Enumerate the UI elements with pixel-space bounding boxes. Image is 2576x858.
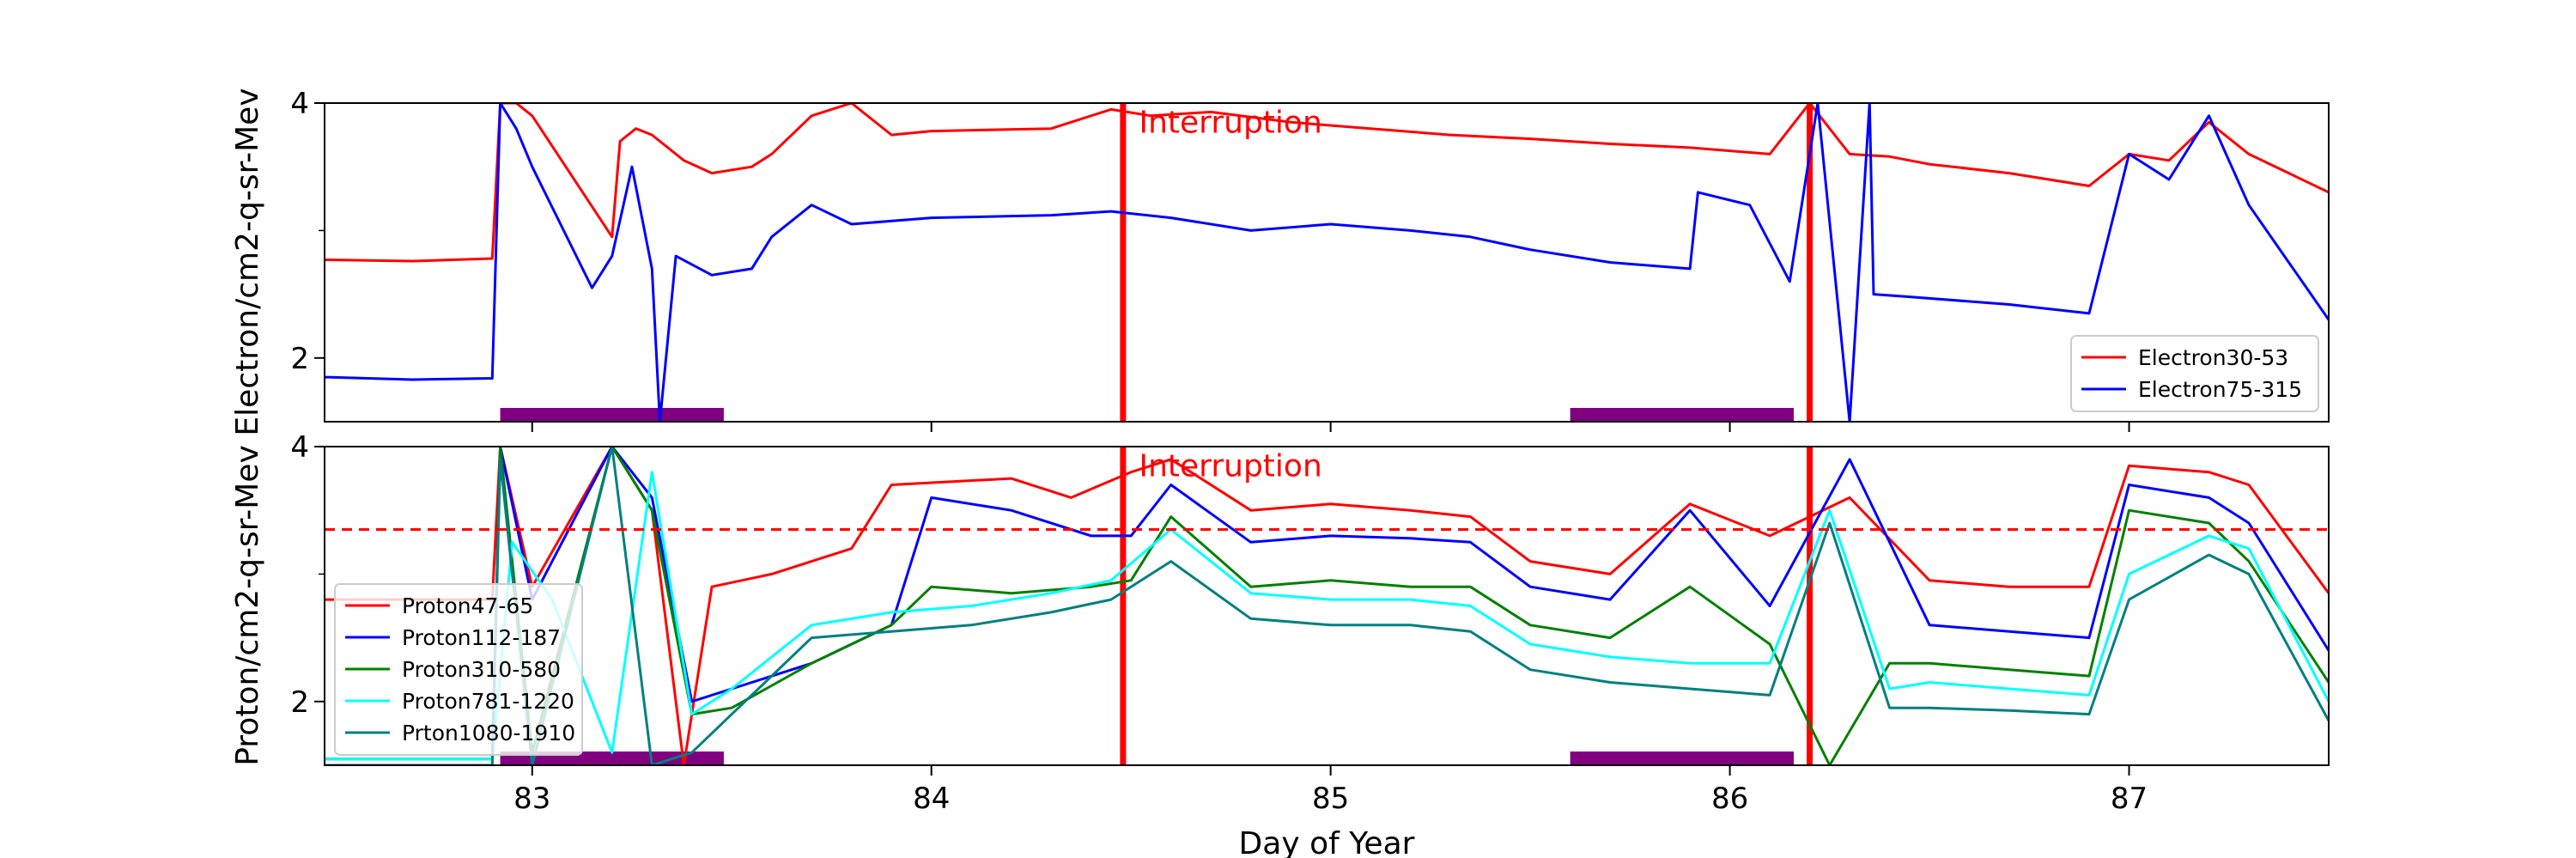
proton-xtick-label: 87 — [2111, 782, 2148, 816]
proton-plot-frame — [324, 446, 2330, 766]
electron-y-axis-label: Electron/cm2-q-sr-Mev — [230, 88, 265, 435]
legend-label-electron75-315: Electron75-315 — [2138, 377, 2302, 402]
series-line-proton47-65 — [325, 447, 2329, 765]
electron-x-axis — [531, 422, 2130, 432]
electron-y-axis: 24 — [290, 87, 325, 376]
electron-shaded-bars — [500, 408, 1794, 422]
proton-legend-box — [334, 583, 583, 756]
electron-ytick-label: 2 — [290, 342, 309, 376]
proton-series-group — [325, 447, 2329, 765]
electron-shaded-bar — [1570, 408, 1794, 422]
series-line-proton310-580 — [325, 447, 2329, 765]
legend-label-proton781-1220: Proton781-1220 — [402, 689, 574, 714]
electron-series-group — [325, 103, 2329, 422]
series-line-proton781-1220 — [325, 471, 2329, 761]
proton-shaded-bar — [1570, 752, 1794, 765]
proton-xtick-label: 86 — [1711, 782, 1748, 816]
electron-interruption-lines — [1120, 103, 1814, 422]
legend-label-electron30-53: Electron30-53 — [2138, 345, 2288, 370]
series-line-proton112-187 — [325, 447, 2329, 761]
proton-ytick-label: 2 — [290, 685, 309, 720]
electron-shaded-bar — [500, 408, 724, 422]
electron-ytick-label: 4 — [290, 87, 309, 121]
series-line-electron75-315 — [325, 103, 2329, 422]
series-line-prton1080-1910 — [325, 447, 2329, 765]
electron-legend-box — [2070, 335, 2319, 412]
proton-x-axis: 83 84 85 86 87 — [513, 765, 2148, 816]
proton-ytick-label: 4 — [290, 430, 309, 465]
legend-label-prton1080-1910: Prton1080-1910 — [402, 721, 575, 745]
legend-label-proton310-580: Proton310-580 — [402, 657, 561, 682]
electron-interruption-annotation: Interruption — [1139, 105, 1321, 140]
proton-xtick-label: 85 — [1312, 782, 1349, 816]
proton-xtick-label: 83 — [513, 782, 550, 816]
proton-y-axis: 24 — [290, 430, 325, 720]
proton-shaded-bars — [500, 752, 1794, 765]
proton-y-axis-label: Proton/cm2-q-sr-Mev — [230, 445, 265, 766]
proton-interruption-lines — [1120, 447, 1814, 765]
proton-legend: Proton47-65 Proton112-187 Proton310-580 Pro… — [334, 583, 583, 756]
electron-legend: Electron30-53 Electron75-315 — [2070, 335, 2319, 412]
proton-panel: Interruption 24 83 84 85 86 87 Proton/cm2-q-… — [230, 430, 2330, 858]
electron-plot-frame — [324, 102, 2330, 423]
proton-xtick-label: 84 — [913, 782, 950, 816]
legend-label-proton112-187: Proton112-187 — [402, 625, 561, 650]
electron-panel: Interruption 24 Electron/cm2-q-sr-Mev El… — [230, 87, 2330, 436]
proton-interruption-annotation: Interruption — [1139, 448, 1321, 484]
x-axis-label: Day of Year — [1239, 826, 1415, 858]
legend-label-proton47-65: Proton47-65 — [402, 593, 533, 618]
series-line-electron30-53 — [325, 103, 2329, 263]
